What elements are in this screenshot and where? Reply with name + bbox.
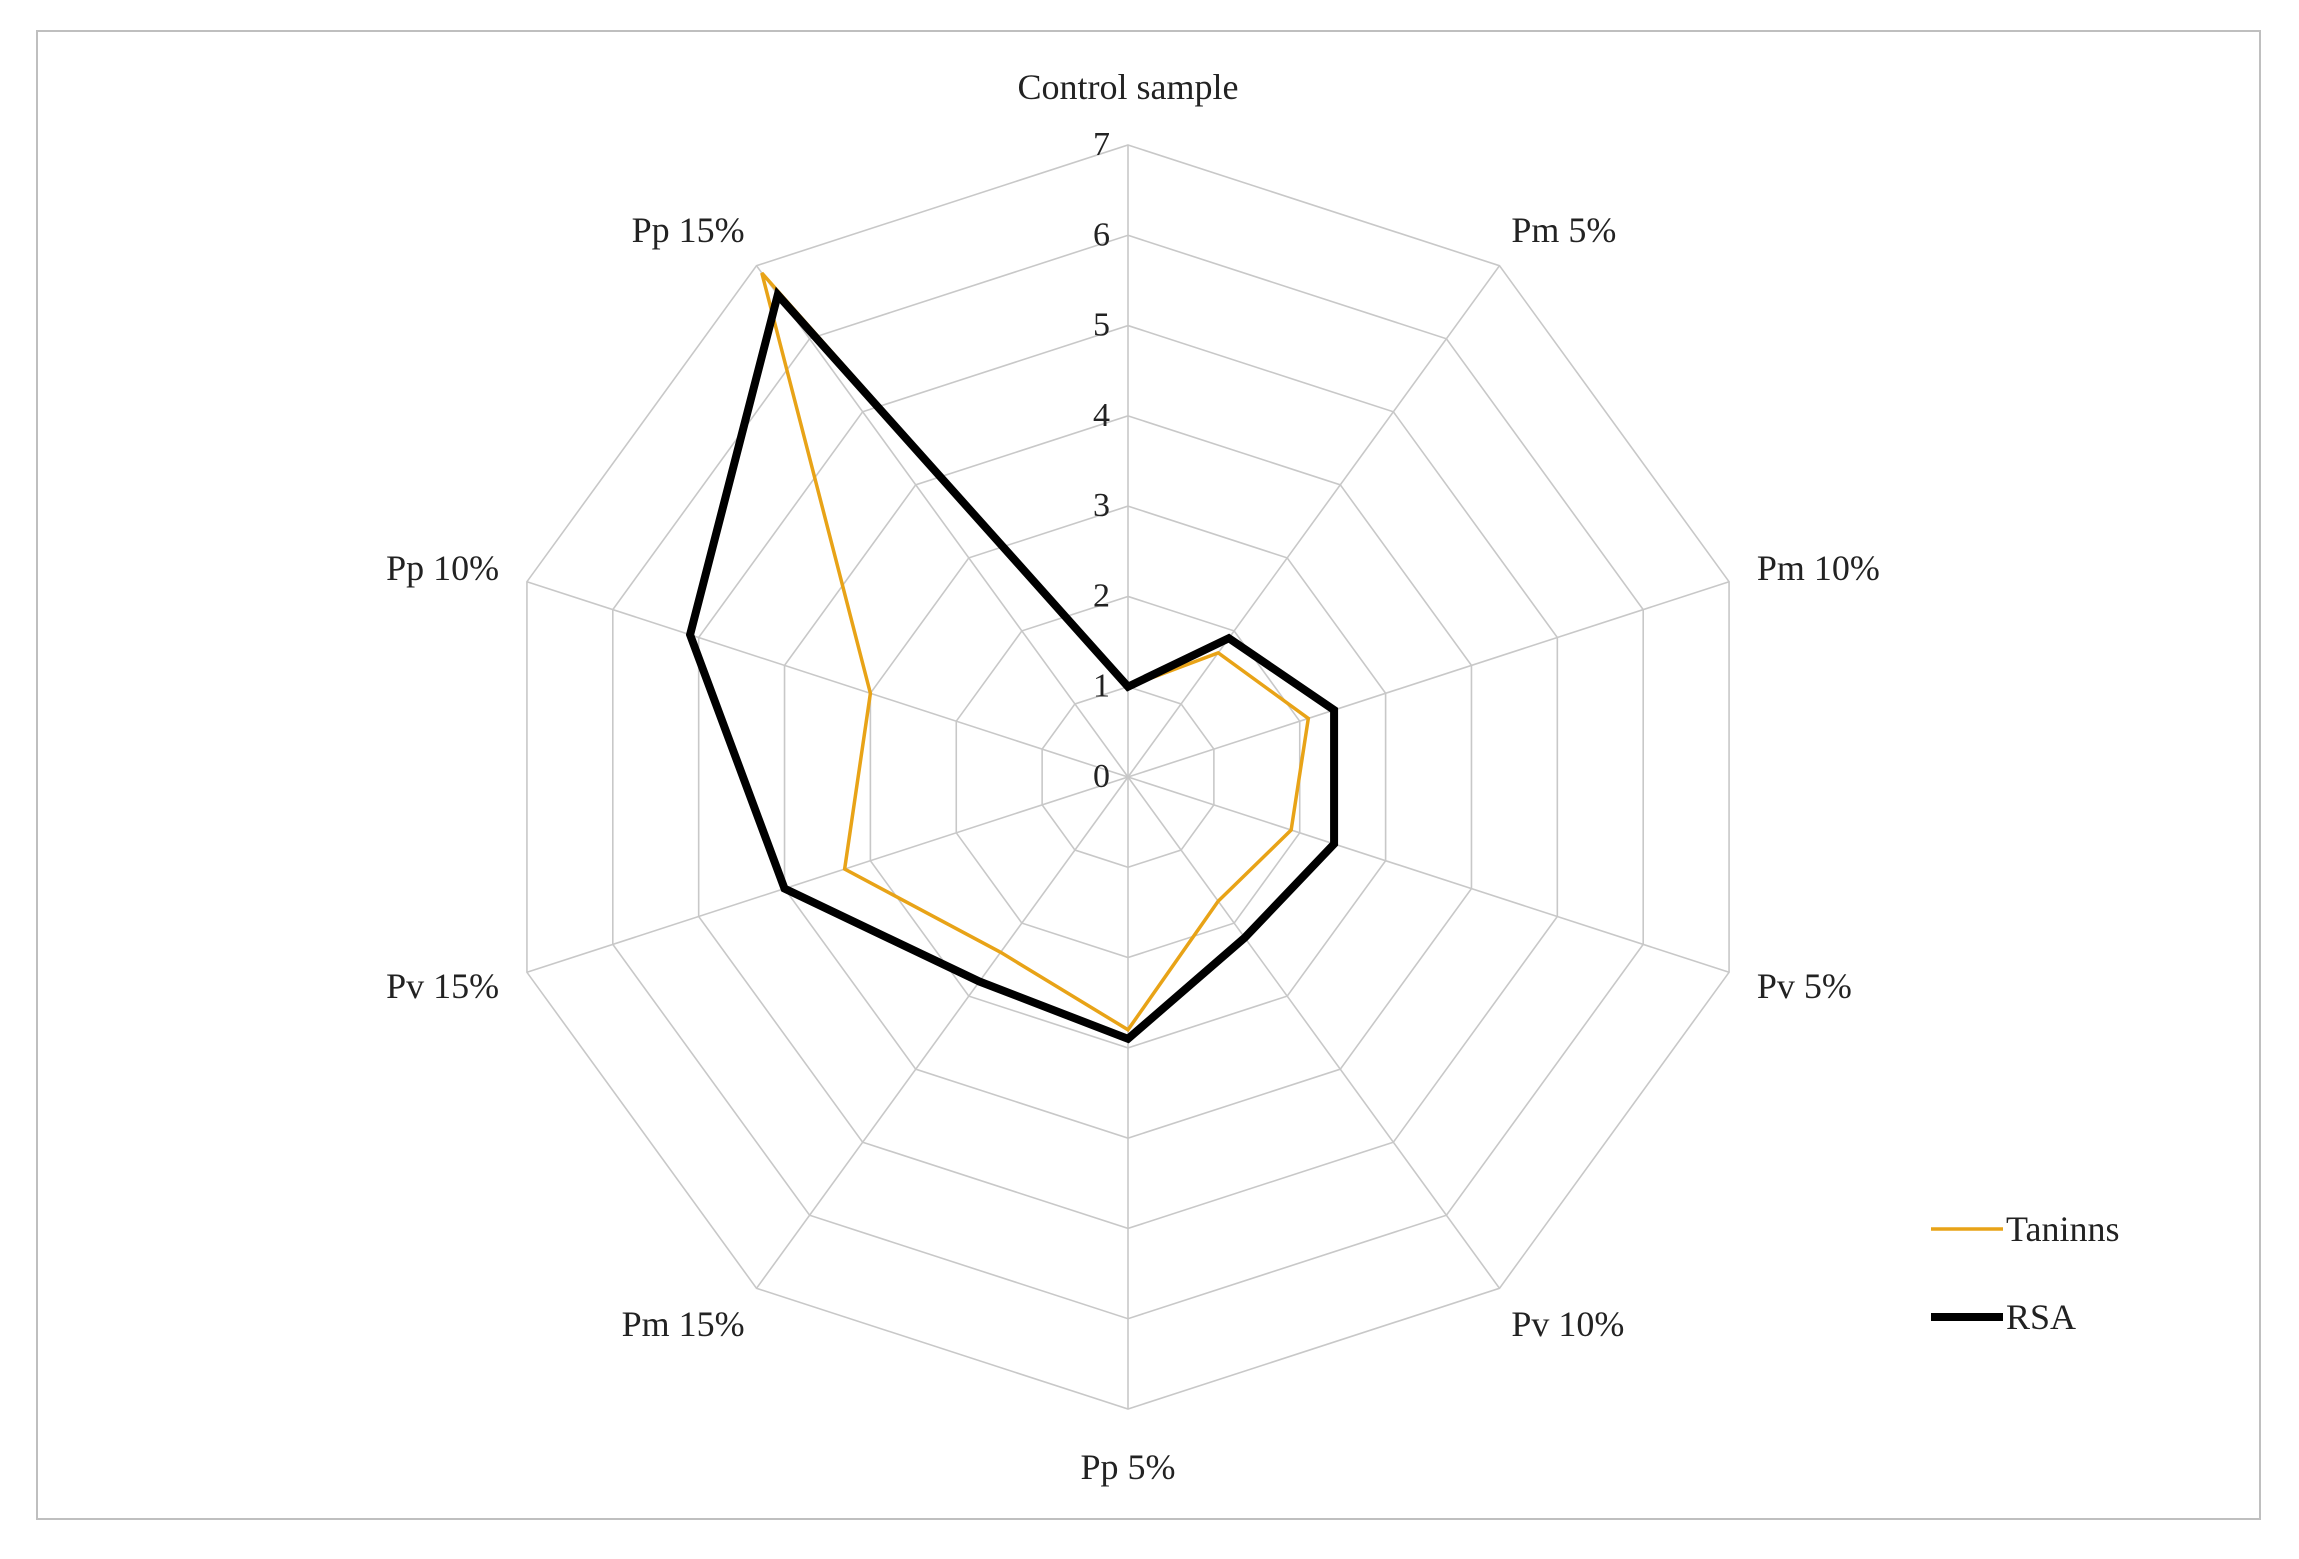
grid-spokes bbox=[526, 145, 1730, 1409]
legend-label-taninns: Taninns bbox=[2006, 1209, 2119, 1249]
category-label-7: Pv 15% bbox=[386, 966, 499, 1006]
legend: Taninns RSA bbox=[1931, 1209, 2119, 1337]
tick-label-3: 3 bbox=[1093, 487, 1110, 524]
tick-label-6: 6 bbox=[1093, 216, 1110, 253]
spoke-9 bbox=[755, 265, 1129, 778]
category-label-4: Pv 10% bbox=[1511, 1304, 1624, 1344]
tick-labels: 0 1 2 3 4 5 6 7 bbox=[1093, 126, 1110, 795]
category-label-0: Control sample bbox=[1018, 67, 1239, 107]
spoke-2 bbox=[1127, 580, 1730, 778]
category-label-3: Pv 5% bbox=[1757, 966, 1852, 1006]
tick-label-1: 1 bbox=[1093, 668, 1110, 705]
tick-label-0: 0 bbox=[1093, 758, 1110, 795]
category-label-5: Pp 5% bbox=[1080, 1447, 1175, 1487]
spoke-7 bbox=[526, 776, 1129, 974]
category-labels: Control sample Pm 5% Pm 10% Pv 5% Pv 10% Pp 5… bbox=[386, 67, 1880, 1487]
spoke-3 bbox=[1127, 776, 1730, 974]
spoke-1 bbox=[1127, 265, 1501, 778]
category-label-6: Pm 15% bbox=[622, 1304, 745, 1344]
tick-label-7: 7 bbox=[1093, 126, 1110, 163]
spoke-4 bbox=[1127, 776, 1501, 1289]
spoke-6 bbox=[755, 776, 1129, 1289]
category-label-9: Pp 15% bbox=[632, 210, 745, 250]
category-label-1: Pm 5% bbox=[1511, 210, 1616, 250]
legend-label-rsa: RSA bbox=[2006, 1297, 2076, 1337]
spoke-8 bbox=[526, 580, 1129, 778]
tick-label-2: 2 bbox=[1093, 577, 1110, 614]
category-label-2: Pm 10% bbox=[1757, 548, 1880, 588]
tick-label-4: 4 bbox=[1093, 397, 1110, 434]
chart-frame bbox=[36, 30, 2261, 1520]
category-label-8: Pp 10% bbox=[386, 548, 499, 588]
tick-label-5: 5 bbox=[1093, 307, 1110, 344]
series-layer bbox=[685, 271, 1339, 1044]
